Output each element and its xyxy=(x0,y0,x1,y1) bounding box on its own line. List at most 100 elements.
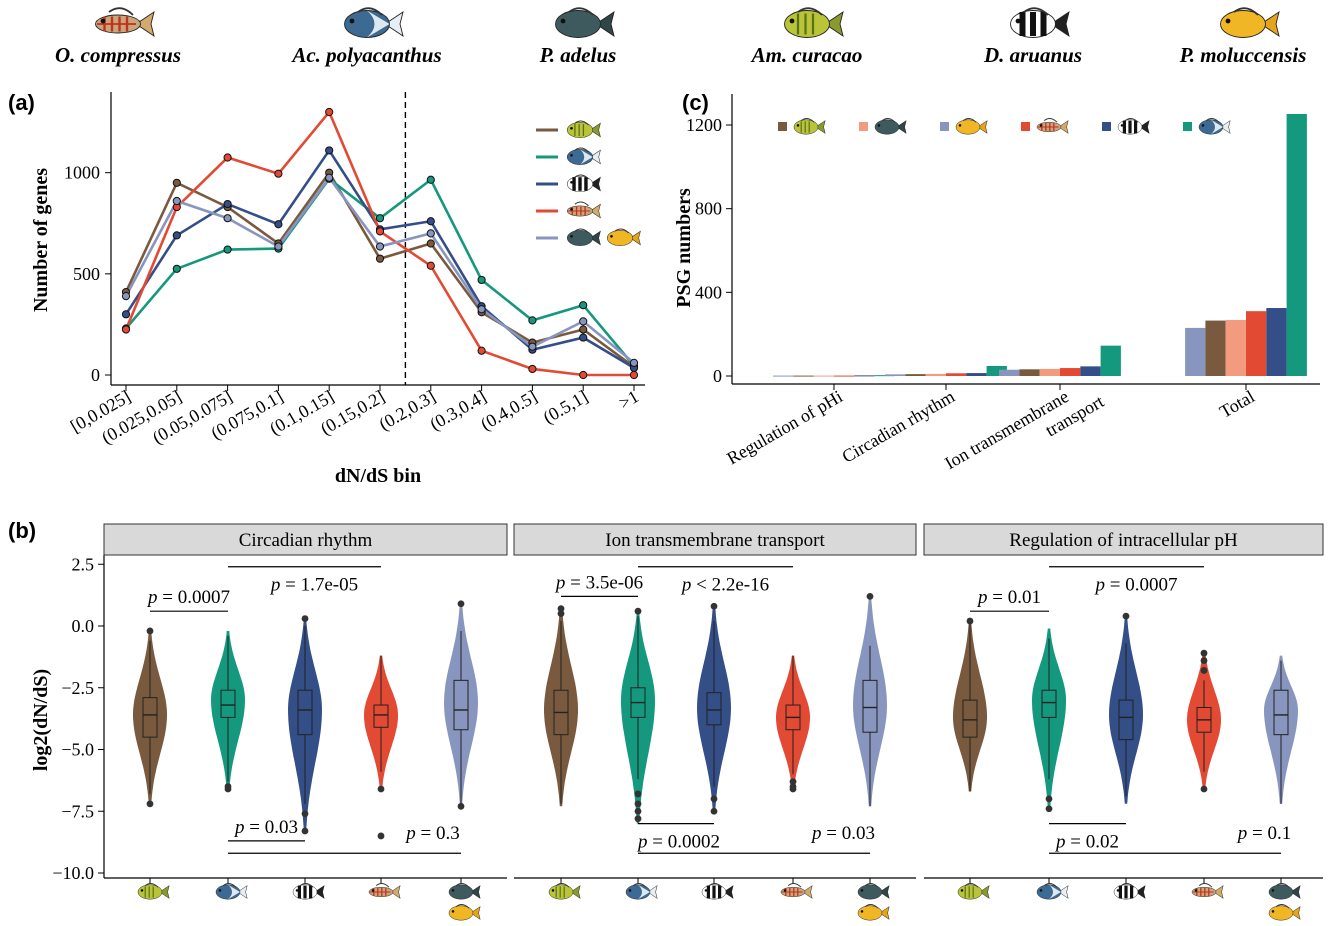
fish-eye xyxy=(860,910,864,913)
outlier-point xyxy=(301,615,309,622)
fish-body xyxy=(957,884,983,900)
outlier-point xyxy=(789,778,797,786)
species-label: Ac. polyacanthus xyxy=(290,43,441,67)
outlier-point xyxy=(710,602,718,610)
p-symbol: p xyxy=(233,817,245,838)
yellow-damselfish-icon xyxy=(606,228,641,246)
data-point-ac xyxy=(172,178,181,187)
orange-striped-cardinalfish-icon xyxy=(95,7,155,38)
species-label: P. adelus xyxy=(539,43,617,67)
fish-tail xyxy=(802,885,813,899)
fish-eye xyxy=(628,889,632,892)
data-point-pm_pa xyxy=(579,317,588,326)
yellow-damselfish-icon xyxy=(1220,7,1280,38)
p-value-label: p = 0.02 xyxy=(1054,832,1119,853)
box xyxy=(142,697,158,738)
fish-eye xyxy=(570,234,573,238)
data-point-ac xyxy=(426,239,435,248)
fish-eye xyxy=(295,889,299,892)
fish-pale-rear xyxy=(1049,884,1061,900)
series-line-pm_pa xyxy=(124,175,635,364)
fish-tail xyxy=(237,885,248,899)
y-tick-label: 0.0 xyxy=(72,616,95,636)
blue-white-chromis-icon xyxy=(344,7,404,38)
p-value-label: p = 0.03 xyxy=(233,817,298,838)
fish-dorsal-fin xyxy=(455,904,470,909)
fish-eye xyxy=(570,207,573,211)
p-value-text: = 1.7e-05 xyxy=(280,575,358,596)
p-value-text: = 3.5e-06 xyxy=(565,572,643,593)
fish-dorsal-fin xyxy=(800,118,815,123)
fish-eye xyxy=(789,18,795,24)
x-axis-title: dN/dS bin xyxy=(335,465,421,487)
bar-da xyxy=(1080,366,1101,376)
fish-tail xyxy=(135,10,155,38)
p-symbol: p xyxy=(1236,823,1248,844)
box xyxy=(1273,689,1289,736)
fish-eye xyxy=(1015,18,1021,24)
fish-tail xyxy=(1290,885,1301,899)
bar-oc xyxy=(834,375,855,377)
fish-dorsal-fin xyxy=(1043,883,1058,888)
fish-tail xyxy=(1213,885,1224,899)
x-tick-label: Regulation of pHi xyxy=(723,386,846,468)
yellow-damselfish-icon xyxy=(448,904,481,921)
fish-body xyxy=(137,884,163,900)
fish-tail xyxy=(470,906,481,920)
x-tick-label: (0.2,0.3] xyxy=(376,386,440,435)
fish-dorsal-fin xyxy=(1275,883,1290,888)
outlier-point xyxy=(146,800,154,808)
outlier-point xyxy=(224,785,232,793)
violin-oc xyxy=(776,655,810,789)
dark-damselfish-icon xyxy=(874,118,907,135)
y-axis-title: PSG numbers xyxy=(673,188,695,308)
fish-dorsal-fin xyxy=(1275,904,1290,909)
violin-ac xyxy=(953,621,987,792)
box xyxy=(1118,699,1134,741)
orange-striped-cardinalfish-icon xyxy=(1036,118,1069,134)
orange-striped-cardinalfish-icon xyxy=(368,883,401,899)
outlier-point xyxy=(1200,649,1208,657)
box xyxy=(297,689,313,736)
y-axis-title: Number of genes xyxy=(30,168,52,312)
box xyxy=(220,689,236,718)
data-point-pm_pa xyxy=(172,196,181,206)
outlier-point xyxy=(634,815,642,823)
fish-pale-rear xyxy=(580,149,593,165)
violin-pm_pa xyxy=(444,603,478,804)
bar-pm xyxy=(813,375,834,377)
p-value-label: p = 3.5e-06 xyxy=(554,572,643,593)
fish-eye xyxy=(570,180,573,184)
facet-3: Regulation of intracellular pHp = 0.01p … xyxy=(923,523,1324,921)
fish-dorsal-fin xyxy=(614,228,629,234)
outlier-point xyxy=(457,600,465,608)
blue-white-chromis-icon xyxy=(215,883,248,900)
yellow-green-damselfish-icon xyxy=(566,120,601,138)
p-symbol: p xyxy=(636,832,648,853)
fish-eye xyxy=(877,124,881,127)
panel-label-c: (c) xyxy=(682,90,709,115)
x-tick-label-line: Regulation of pHi xyxy=(723,386,846,468)
fish-dorsal-fin xyxy=(797,7,823,16)
fish-band xyxy=(1134,120,1138,134)
p-value-text: = 0.0007 xyxy=(1105,575,1177,596)
yellow-green-damselfish-icon xyxy=(548,883,581,900)
fish-body xyxy=(874,119,900,135)
species-label: P. moluccensis xyxy=(1179,43,1307,67)
fish-eye xyxy=(1271,910,1275,913)
banded-humbug-icon xyxy=(566,174,601,192)
y-tick-label: −10.0 xyxy=(52,863,94,883)
box xyxy=(373,704,389,728)
p-value-text: = 0.1 xyxy=(1247,823,1291,844)
panel-a-line-chart: Number of genes dN/dS bin 05001000[0,0.0… xyxy=(30,92,645,487)
fish-tail xyxy=(384,10,404,38)
fish-band xyxy=(706,885,710,899)
bar-ac xyxy=(905,374,926,376)
fish-eye xyxy=(1201,124,1205,127)
fish-eye xyxy=(783,889,787,892)
fish-dorsal-fin xyxy=(1205,118,1220,123)
outlier-point xyxy=(634,790,642,798)
outlier-point xyxy=(1200,657,1208,664)
fish-eye xyxy=(1116,889,1120,892)
